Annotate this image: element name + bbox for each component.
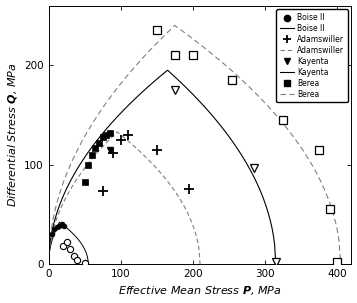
Y-axis label: Differential Stress $\boldsymbol{Q}$, MPa: Differential Stress $\boldsymbol{Q}$, MP… — [6, 62, 19, 207]
Legend: Boise II, Boise II, Adamswiller, Adamswiller, Kayenta, Kayenta, Berea, Berea: Boise II, Boise II, Adamswiller, Adamswi… — [276, 9, 348, 102]
X-axis label: Effective Mean Stress $\boldsymbol{P}$, MPa: Effective Mean Stress $\boldsymbol{P}$, … — [118, 285, 282, 298]
